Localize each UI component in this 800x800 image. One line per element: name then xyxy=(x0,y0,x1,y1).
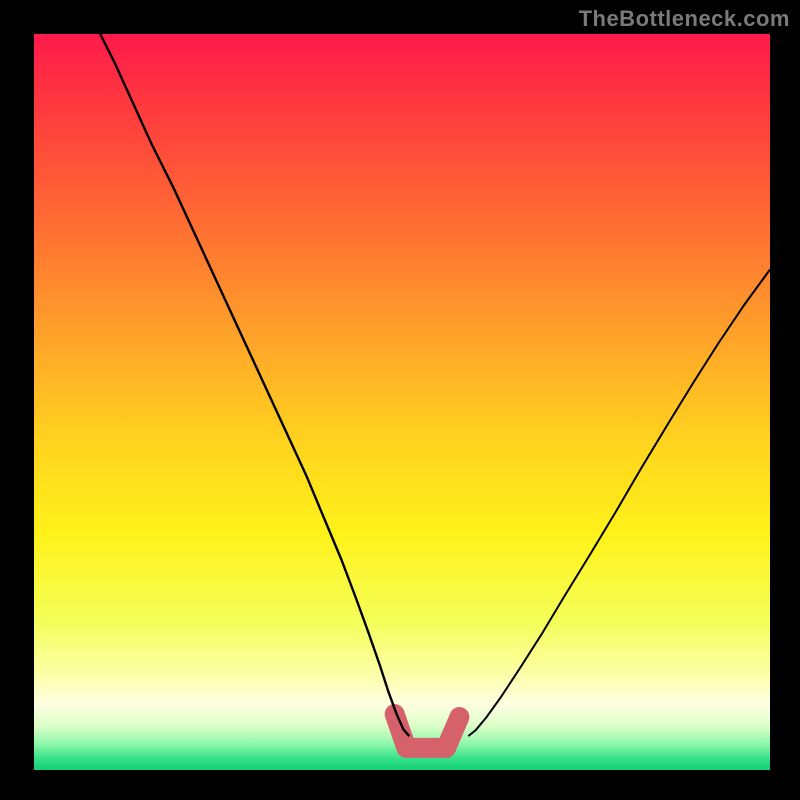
stage: TheBottleneck.com xyxy=(0,0,800,800)
curve-left xyxy=(100,34,409,736)
plot-area xyxy=(34,34,770,770)
curve-right xyxy=(468,270,770,737)
curves-layer xyxy=(34,34,770,770)
watermark-text: TheBottleneck.com xyxy=(579,6,790,32)
